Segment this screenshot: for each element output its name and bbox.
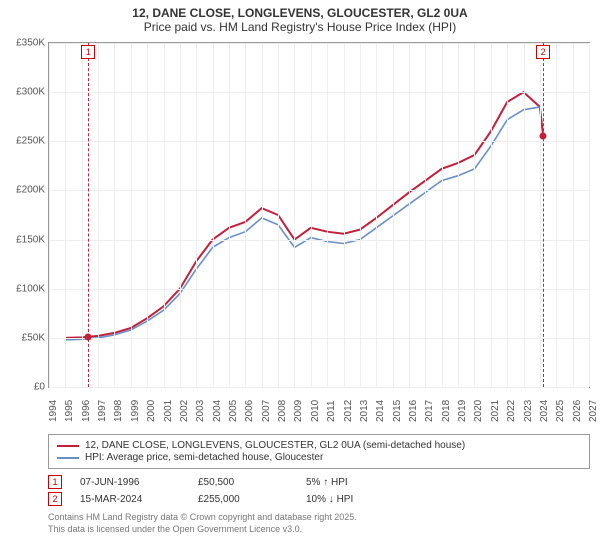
attribution: Contains HM Land Registry data © Crown c… (48, 512, 590, 535)
attribution-line2: This data is licensed under the Open Gov… (48, 524, 590, 536)
x-axis-label: 2014 (375, 400, 386, 422)
legend-item: 12, DANE CLOSE, LONGLEVENS, GLOUCESTER, … (57, 440, 581, 451)
x-axis-label: 2003 (195, 400, 206, 422)
x-axis-label: 2004 (212, 400, 223, 422)
y-axis-label: £200K (1, 185, 45, 196)
y-axis-label: £50K (1, 332, 45, 343)
x-axis-label: 2001 (163, 400, 174, 422)
marker-line (543, 43, 544, 387)
y-axis-label: £0 (1, 382, 45, 393)
legend-label: HPI: Average price, semi-detached house,… (85, 452, 323, 463)
x-axis-label: 2010 (310, 400, 321, 422)
title-address: 12, DANE CLOSE, LONGLEVENS, GLOUCESTER, … (8, 6, 592, 20)
x-axis-label: 2017 (424, 400, 435, 422)
x-axis-label: 2027 (588, 400, 599, 422)
x-axis-label: 1995 (64, 400, 75, 422)
x-axis-label: 2006 (244, 400, 255, 422)
legend-swatch (57, 457, 79, 459)
x-axis-label: 1999 (130, 400, 141, 422)
marker-badge: 1 (81, 45, 95, 59)
marker-dot (85, 334, 92, 341)
x-axis-label: 1994 (48, 400, 59, 422)
datapoint-pct: 10% ↓ HPI (306, 494, 353, 505)
x-axis-label: 2023 (523, 400, 534, 422)
marker-badge: 2 (536, 45, 550, 59)
x-axis-label: 1997 (97, 400, 108, 422)
datapoint-badge: 2 (48, 492, 62, 506)
x-axis-label: 2012 (343, 400, 354, 422)
datapoint-badge: 1 (48, 475, 62, 489)
y-axis-label: £100K (1, 283, 45, 294)
x-axis-label: 2018 (441, 400, 452, 422)
datapoint-price: £255,000 (198, 494, 288, 505)
series-line-red (65, 92, 543, 338)
x-axis-label: 2016 (408, 400, 419, 422)
datapoint-row: 1 07-JUN-1996 £50,500 5% ↑ HPI (48, 475, 590, 489)
x-axis-label: 2015 (392, 400, 403, 422)
y-axis-label: £350K (1, 38, 45, 49)
x-axis-label: 2011 (326, 400, 337, 422)
marker-dot (540, 133, 547, 140)
y-axis-label: £150K (1, 234, 45, 245)
datapoint-table: 1 07-JUN-1996 £50,500 5% ↑ HPI 2 15-MAR-2024 £… (48, 475, 590, 506)
legend-box: 12, DANE CLOSE, LONGLEVENS, GLOUCESTER, … (48, 434, 590, 469)
legend-swatch (57, 445, 79, 447)
x-axis-label: 2002 (179, 400, 190, 422)
chart-container: 12, DANE CLOSE, LONGLEVENS, GLOUCESTER, … (0, 0, 600, 560)
legend-item: HPI: Average price, semi-detached house,… (57, 452, 581, 463)
x-axis-label: 1998 (113, 400, 124, 422)
x-axis-label: 2020 (473, 400, 484, 422)
x-axis-label: 2019 (457, 400, 468, 422)
x-axis-label: 2005 (228, 400, 239, 422)
x-axis-label: 2025 (555, 400, 566, 422)
x-axis-label: 2022 (506, 400, 517, 422)
x-axis-label: 2013 (359, 400, 370, 422)
x-axis-label: 2000 (146, 400, 157, 422)
x-axis-label: 2007 (261, 400, 272, 422)
x-axis-label: 2021 (490, 400, 501, 422)
attribution-line1: Contains HM Land Registry data © Crown c… (48, 512, 590, 524)
y-axis-label: £300K (1, 87, 45, 98)
x-axis-label: 2026 (572, 400, 583, 422)
datapoint-price: £50,500 (198, 477, 288, 488)
x-axis-label: 1996 (81, 400, 92, 422)
x-axis-labels: 1994 1995 1996 1997 1998 1999 2000 2001 2002 2003… (48, 388, 590, 432)
chart-plot-area: £0£50K£100K£150K£200K£250K£300K£350K12 (48, 42, 590, 388)
x-axis-label: 2008 (277, 400, 288, 422)
datapoint-date: 07-JUN-1996 (80, 477, 180, 488)
datapoint-pct: 5% ↑ HPI (306, 477, 348, 488)
datapoint-row: 2 15-MAR-2024 £255,000 10% ↓ HPI (48, 492, 590, 506)
x-axis-label: 2024 (539, 400, 550, 422)
y-axis-label: £250K (1, 136, 45, 147)
legend-label: 12, DANE CLOSE, LONGLEVENS, GLOUCESTER, … (85, 440, 465, 451)
datapoint-date: 15-MAR-2024 (80, 494, 180, 505)
x-axis-label: 2009 (293, 400, 304, 422)
title-block: 12, DANE CLOSE, LONGLEVENS, GLOUCESTER, … (0, 0, 600, 38)
title-subtitle: Price paid vs. HM Land Registry's House … (8, 20, 592, 34)
